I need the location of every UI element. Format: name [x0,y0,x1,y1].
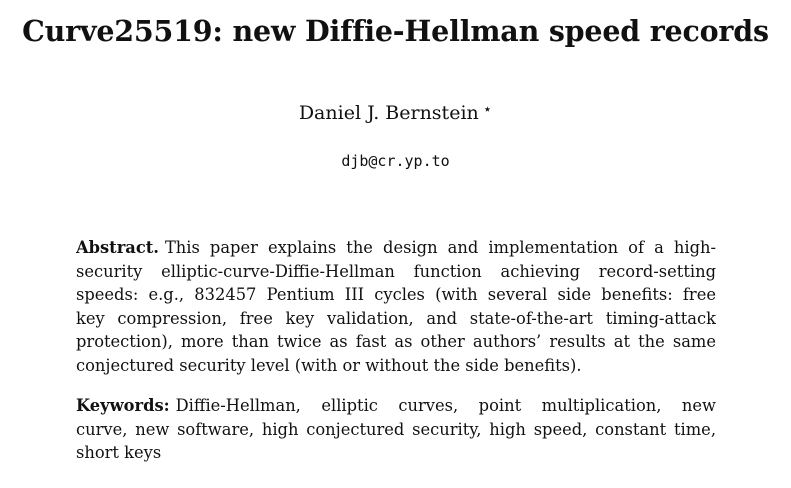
keywords-text-1: Diffie-Hellman, elliptic curves, point m… [175,396,716,415]
author-email: djb@cr.yp.to [341,152,450,170]
abstract-line-2: security elliptic-curve-Diffie-Hellman f… [76,261,716,281]
author-footnote-mark: ⋆ [482,100,493,118]
abstract-line-4: key compression, free key validation, an… [76,308,716,328]
abstract-line-1: Abstract. This paper explains the design … [76,236,716,260]
keywords-heading: Keywords: [76,396,170,415]
abstract-line-3: speeds: e.g., 832457 Pentium III cycles … [76,285,716,305]
abstract-text-1: This paper explains the design and imple… [164,238,716,257]
keywords-line-1: Keywords: Diffie-Hellman, elliptic curves… [76,394,716,418]
abstract-section: Abstract. This paper explains the design … [76,236,716,378]
abstract-heading: Abstract. [76,238,159,257]
abstract-line-6: conjectured security level (with or with… [76,355,582,375]
author-name: Daniel J. Bernstein [298,102,479,124]
keywords-line-2: curve, new software, high conjectured se… [76,419,716,439]
keywords-line-3: short keys [76,443,162,463]
keywords-section: Keywords: Diffie-Hellman, elliptic curves… [76,394,716,465]
abstract-line-5: protection), more than twice as fast as … [76,332,716,352]
author-line: Daniel J. Bernstein ⋆ [0,100,791,124]
paper-title: Curve25519: new Diffie-Hellman speed rec… [22,14,769,48]
